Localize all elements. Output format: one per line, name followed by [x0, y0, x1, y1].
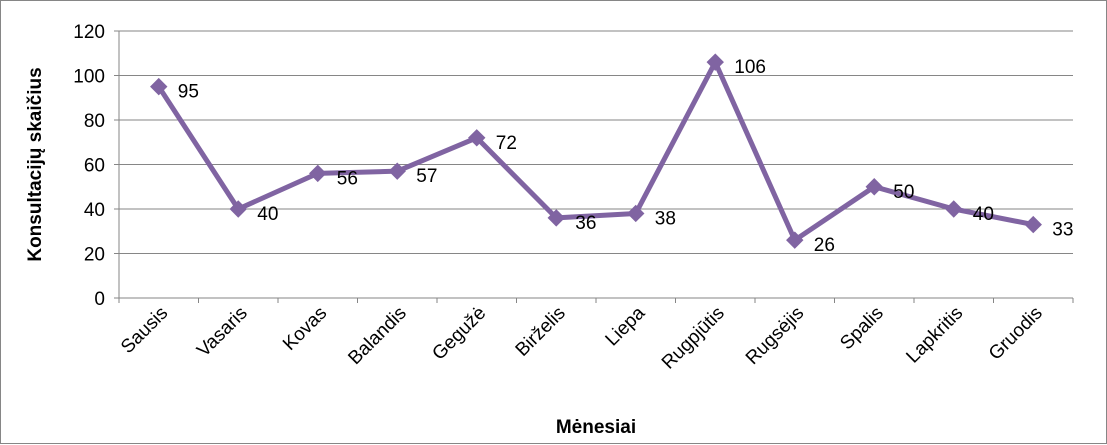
- data-series: [150, 53, 1042, 249]
- axes: [114, 30, 1074, 303]
- x-tick-label: Gegužė: [428, 303, 490, 365]
- x-tick-label: Kovas: [279, 303, 331, 355]
- data-point-marker: [547, 209, 565, 227]
- data-point-marker: [1024, 215, 1042, 234]
- data-label: 56: [337, 168, 358, 189]
- data-point-marker: [309, 164, 327, 183]
- data-label: 50: [893, 182, 914, 203]
- data-label: 72: [496, 133, 517, 154]
- data-label: 95: [178, 82, 199, 103]
- data-point-marker: [150, 77, 168, 96]
- data-point-marker: [706, 53, 724, 71]
- x-axis-title: Mėnesiai: [556, 417, 636, 438]
- x-tick-label: Vasaris: [193, 303, 252, 362]
- data-label: 38: [655, 208, 676, 229]
- data-label: 40: [973, 204, 994, 225]
- y-axis-title: Konsultacijų skaičius: [25, 67, 46, 261]
- data-label: 33: [1052, 220, 1073, 241]
- data-point-marker: [388, 162, 406, 180]
- data-label: 40: [257, 204, 278, 225]
- series-line: [156, 59, 1034, 243]
- x-tick-label: Gruodis: [985, 303, 1047, 365]
- x-tick-label: Lapkritis: [902, 303, 967, 368]
- x-tick-label: Rugpjūtis: [658, 303, 729, 374]
- x-tick-label: Sausis: [117, 303, 172, 358]
- y-tick-label: 120: [73, 22, 105, 43]
- gridlines: [119, 30, 1073, 254]
- y-tick-label: 20: [84, 245, 105, 266]
- data-point-marker: [229, 200, 247, 218]
- data-point-marker: [627, 204, 645, 223]
- data-label: 36: [575, 213, 596, 234]
- data-labels: 95 40 56 57 72 36 38 106 26 50 40 33: [178, 57, 1074, 256]
- x-tick-label: Liepa: [602, 302, 650, 350]
- x-tick-label: Balandis: [344, 303, 410, 369]
- x-tick-label: Rugsėjis: [742, 303, 808, 369]
- data-label: 106: [734, 57, 766, 78]
- x-tick-label: Birželis: [512, 303, 570, 361]
- data-point-marker: [786, 231, 804, 249]
- y-tick-label: 80: [84, 111, 105, 132]
- y-tick-label: 0: [94, 289, 105, 310]
- data-point-marker: [468, 129, 486, 147]
- y-tick-label: 100: [73, 67, 105, 88]
- y-tick-label: 40: [84, 200, 105, 221]
- x-tick-label: Spalis: [836, 303, 887, 354]
- data-label: 26: [814, 235, 835, 256]
- data-label: 57: [416, 166, 437, 187]
- data-point-marker: [945, 200, 963, 218]
- data-point-marker: [865, 178, 883, 196]
- x-tick-labels: Sausis Vasaris Kovas Balandis Gegužė Birželis…: [117, 302, 1047, 373]
- y-tick-labels: 0 20 40 60 80 100 120: [73, 22, 105, 310]
- y-tick-label: 60: [84, 156, 105, 177]
